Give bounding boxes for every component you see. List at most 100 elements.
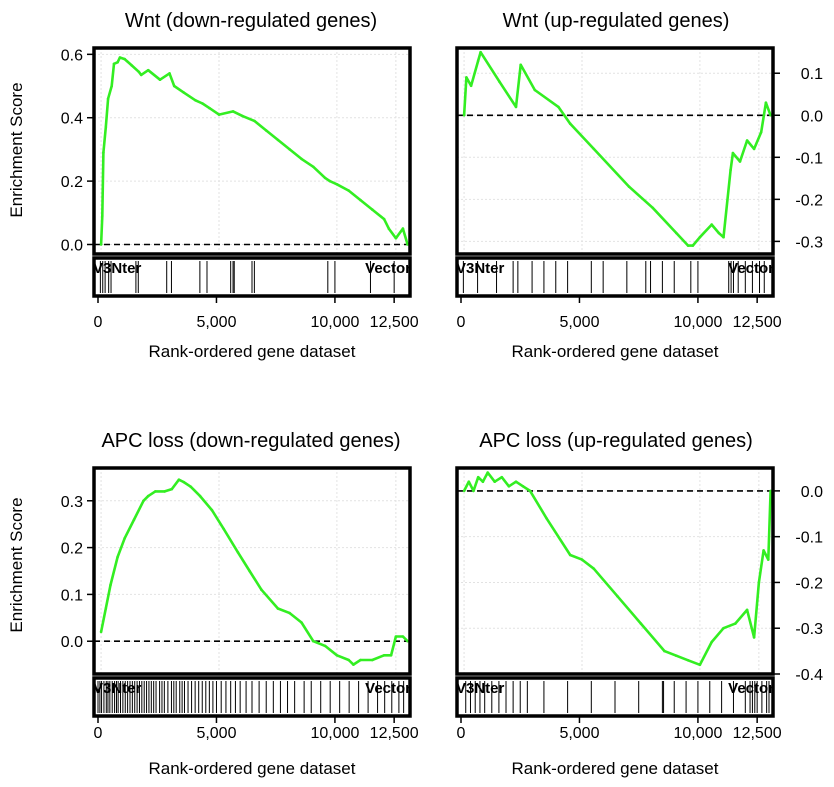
data-point	[335, 183, 339, 186]
data-point	[104, 125, 108, 129]
data-point	[347, 658, 351, 662]
y-axis-label: Enrichment Score	[7, 497, 26, 632]
x-tick-label: 5,000	[559, 725, 599, 742]
enrichment-score-line	[99, 56, 409, 245]
data-point	[729, 168, 732, 172]
data-point	[163, 490, 166, 493]
panel-wnt-up: Wnt (up-regulated genes) -0.3 -0.2 -0.1 0.0…	[455, 10, 823, 361]
data-point	[479, 50, 482, 54]
plot-frame	[92, 46, 412, 256]
x-tick-label: 0	[94, 314, 103, 331]
x-tick-label: 12,500	[733, 725, 782, 742]
data-point	[401, 227, 405, 230]
data-point	[194, 99, 197, 102]
y-tick-label: -0.3	[795, 234, 823, 251]
data-point	[752, 147, 756, 151]
right-end-label: Vector	[365, 680, 411, 697]
data-point	[387, 227, 391, 230]
data-point	[382, 217, 386, 221]
data-point	[382, 654, 386, 657]
plot-frame	[455, 466, 775, 676]
y-tick-label: -0.2	[795, 192, 823, 209]
data-point	[731, 151, 735, 155]
data-point	[465, 76, 468, 79]
data-point	[651, 206, 654, 210]
data-point	[198, 494, 202, 498]
data-point	[616, 594, 619, 598]
data-point	[627, 185, 631, 188]
y-tick-label: 0.0	[61, 237, 83, 254]
data-point	[123, 536, 126, 540]
data-point	[639, 622, 643, 625]
data-point	[106, 97, 110, 100]
data-point	[462, 489, 466, 493]
data-point	[545, 517, 548, 520]
data-point	[757, 581, 761, 584]
data-point	[759, 130, 763, 134]
y-tick-label: 0.1	[61, 587, 83, 604]
data-point	[568, 553, 572, 557]
right-end-label: Vector	[728, 260, 774, 277]
data-point	[691, 244, 695, 247]
data-point	[110, 84, 113, 88]
y-tick-label: 0.2	[61, 174, 83, 191]
panel-apc-up: APC loss (up-regulated genes) -0.4 -0.3 -0…	[455, 430, 823, 778]
data-point	[312, 639, 315, 643]
data-point	[389, 654, 393, 657]
y-axis-label: Enrichment Score	[7, 82, 26, 217]
data-point	[323, 644, 327, 648]
y-tick-label: -0.3	[795, 621, 823, 638]
data-point	[116, 61, 119, 64]
data-point	[500, 475, 504, 479]
data-point	[123, 57, 126, 61]
data-point	[104, 607, 108, 610]
data-point	[675, 654, 678, 657]
data-point	[698, 663, 702, 667]
y-tick-label: 0.6	[61, 47, 83, 64]
enrichment-score-line	[462, 50, 772, 247]
chart-title: Wnt (up-regulated genes)	[503, 10, 730, 32]
data-point	[335, 654, 339, 657]
data-point	[722, 235, 725, 239]
y-tick-label: -0.4	[795, 667, 823, 684]
data-point	[231, 110, 235, 113]
x-tick-label: 0	[457, 314, 466, 331]
data-point	[328, 179, 332, 183]
gene-hit-barcode-frame	[455, 256, 775, 298]
data-point	[493, 480, 497, 484]
x-tick-label: 0	[94, 725, 103, 742]
x-axis-label: Rank-ordered gene dataset	[512, 759, 719, 778]
data-point	[710, 223, 713, 226]
data-point	[137, 70, 141, 74]
data-point	[112, 62, 116, 66]
data-point	[312, 165, 315, 169]
gene-hit-barcode-frame	[455, 676, 775, 718]
panel-apc-down: APC loss (down-regulated genes) 0.0 0.1 0.…	[7, 430, 419, 778]
data-point	[359, 658, 362, 662]
y-tick-label: 0.4	[61, 111, 83, 128]
data-point	[208, 106, 211, 110]
data-point	[170, 487, 174, 491]
data-point	[710, 640, 713, 644]
x-tick-label: 10,000	[310, 725, 359, 742]
data-point	[146, 494, 150, 498]
data-point	[521, 485, 525, 488]
data-point	[519, 63, 522, 67]
left-end-label: V3Nter	[93, 680, 142, 697]
data-point	[132, 518, 136, 521]
y-tick-label: 0.0	[801, 108, 823, 125]
data-point	[264, 129, 268, 132]
data-point	[201, 102, 204, 105]
data-point	[300, 621, 303, 624]
x-tick-label: 12,500	[370, 314, 419, 331]
y-tick-label: 0.1	[801, 66, 823, 83]
x-axis-label: Rank-ordered gene dataset	[149, 759, 356, 778]
data-point	[592, 567, 596, 570]
x-tick-label: 5,000	[196, 314, 236, 331]
data-point	[514, 480, 518, 484]
data-point	[189, 485, 192, 489]
data-point	[745, 139, 749, 142]
enrichment-score-line	[462, 471, 772, 667]
x-tick-label: 12,500	[370, 725, 419, 742]
